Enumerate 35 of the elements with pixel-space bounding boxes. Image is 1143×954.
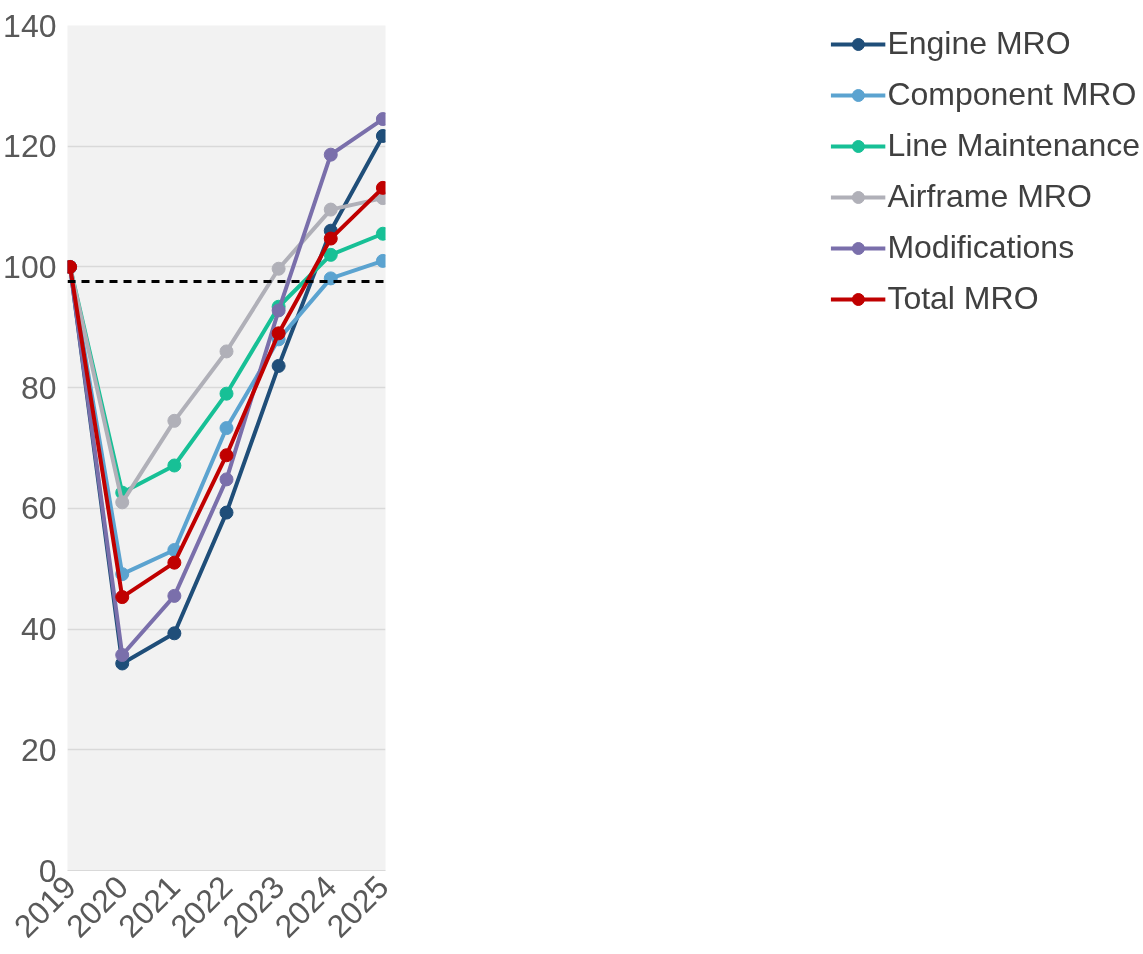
y-tick-label: 80 — [20, 369, 57, 406]
point — [219, 344, 234, 359]
point — [271, 326, 286, 341]
y-tick-label: 20 — [20, 731, 57, 768]
point — [219, 386, 234, 401]
y-tick-label: 60 — [20, 490, 57, 527]
point — [167, 588, 182, 603]
point — [271, 358, 286, 373]
legend-label: Airframe MRO — [887, 178, 1092, 215]
point — [219, 448, 234, 463]
point — [115, 648, 130, 663]
point — [115, 495, 130, 510]
point — [271, 261, 286, 276]
legend-label: Engine MRO — [887, 25, 1071, 62]
legend-label: Component MRO — [887, 76, 1137, 113]
point — [323, 147, 338, 162]
point — [167, 626, 182, 641]
y-tick-label: 100 — [3, 248, 57, 285]
point — [219, 505, 234, 520]
legend-label: Total MRO — [887, 280, 1039, 317]
point — [167, 555, 182, 570]
y-tick-label: 140 — [3, 7, 57, 44]
point — [323, 202, 338, 217]
point — [323, 231, 338, 246]
point — [167, 413, 182, 428]
legend-label: Line Maintenance — [887, 127, 1140, 164]
point — [167, 458, 182, 473]
point — [323, 247, 338, 262]
point — [219, 421, 234, 436]
point — [219, 472, 234, 487]
y-tick-label: 40 — [20, 611, 57, 648]
y-tick-label: 120 — [3, 128, 57, 165]
point — [271, 303, 286, 318]
point — [115, 590, 130, 605]
legend-label: Modifications — [887, 229, 1075, 266]
